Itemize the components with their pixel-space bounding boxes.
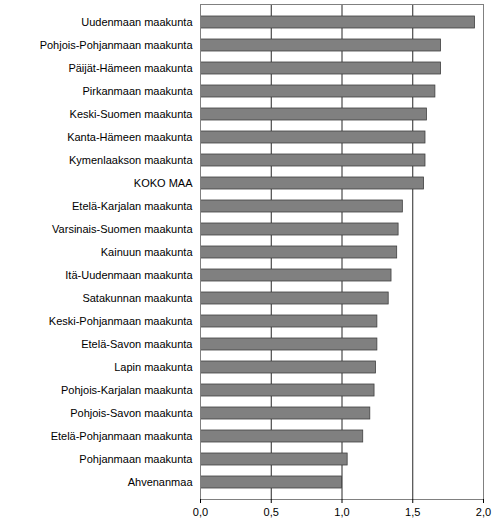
svg-text:Kanta-Hämeen maakunta: Kanta-Hämeen maakunta bbox=[67, 131, 193, 143]
svg-text:Kymenlaakson maakunta: Kymenlaakson maakunta bbox=[69, 154, 193, 166]
svg-text:Etelä-Karjalan maakunta: Etelä-Karjalan maakunta bbox=[72, 200, 193, 212]
svg-text:Satakunnan maakunta: Satakunnan maakunta bbox=[82, 292, 193, 304]
svg-text:Pohjois-Savon maakunta: Pohjois-Savon maakunta bbox=[70, 407, 193, 419]
svg-text:Pohjois-Karjalan maakunta: Pohjois-Karjalan maakunta bbox=[61, 384, 193, 396]
svg-text:0,5: 0,5 bbox=[264, 506, 279, 518]
svg-text:KOKO MAA: KOKO MAA bbox=[134, 177, 193, 189]
svg-text:Pohjanmaan maakunta: Pohjanmaan maakunta bbox=[79, 453, 193, 465]
svg-text:Keski-Pohjanmaan maakunta: Keski-Pohjanmaan maakunta bbox=[49, 315, 194, 327]
svg-text:Etelä-Pohjanmaan maakunta: Etelä-Pohjanmaan maakunta bbox=[51, 430, 194, 442]
svg-text:Varsinais-Suomen maakunta: Varsinais-Suomen maakunta bbox=[52, 223, 193, 235]
svg-text:Lapin maakunta: Lapin maakunta bbox=[114, 361, 193, 373]
svg-text:Uudenmaan maakunta: Uudenmaan maakunta bbox=[81, 16, 193, 28]
svg-text:Pohjois-Pohjanmaan maakunta: Pohjois-Pohjanmaan maakunta bbox=[40, 39, 194, 51]
svg-text:1,5: 1,5 bbox=[405, 506, 420, 518]
svg-text:Päijät-Hämeen maakunta: Päijät-Hämeen maakunta bbox=[68, 62, 193, 74]
svg-text:Etelä-Savon maakunta: Etelä-Savon maakunta bbox=[81, 338, 193, 350]
svg-text:Pirkanmaan maakunta: Pirkanmaan maakunta bbox=[82, 85, 193, 97]
svg-text:2,0: 2,0 bbox=[476, 506, 491, 518]
svg-text:1,0: 1,0 bbox=[334, 506, 349, 518]
svg-text:Kainuun maakunta: Kainuun maakunta bbox=[101, 246, 194, 258]
svg-text:0,0: 0,0 bbox=[193, 506, 208, 518]
svg-text:Keski-Suomen maakunta: Keski-Suomen maakunta bbox=[70, 108, 194, 120]
svg-text:Ahvenanmaa: Ahvenanmaa bbox=[128, 476, 194, 488]
svg-text:Itä-Uudenmaan maakunta: Itä-Uudenmaan maakunta bbox=[65, 269, 193, 281]
